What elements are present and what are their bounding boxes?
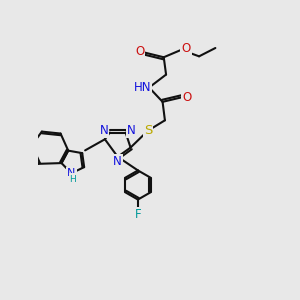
Text: N: N xyxy=(100,124,108,137)
Text: H: H xyxy=(70,175,76,184)
Text: N: N xyxy=(67,168,76,178)
Text: O: O xyxy=(182,91,191,104)
Text: S: S xyxy=(144,124,152,137)
Text: N: N xyxy=(113,155,122,168)
Text: O: O xyxy=(135,45,144,58)
Text: HN: HN xyxy=(134,81,151,94)
Text: N: N xyxy=(127,124,136,137)
Text: F: F xyxy=(135,208,141,221)
Text: O: O xyxy=(181,42,190,56)
